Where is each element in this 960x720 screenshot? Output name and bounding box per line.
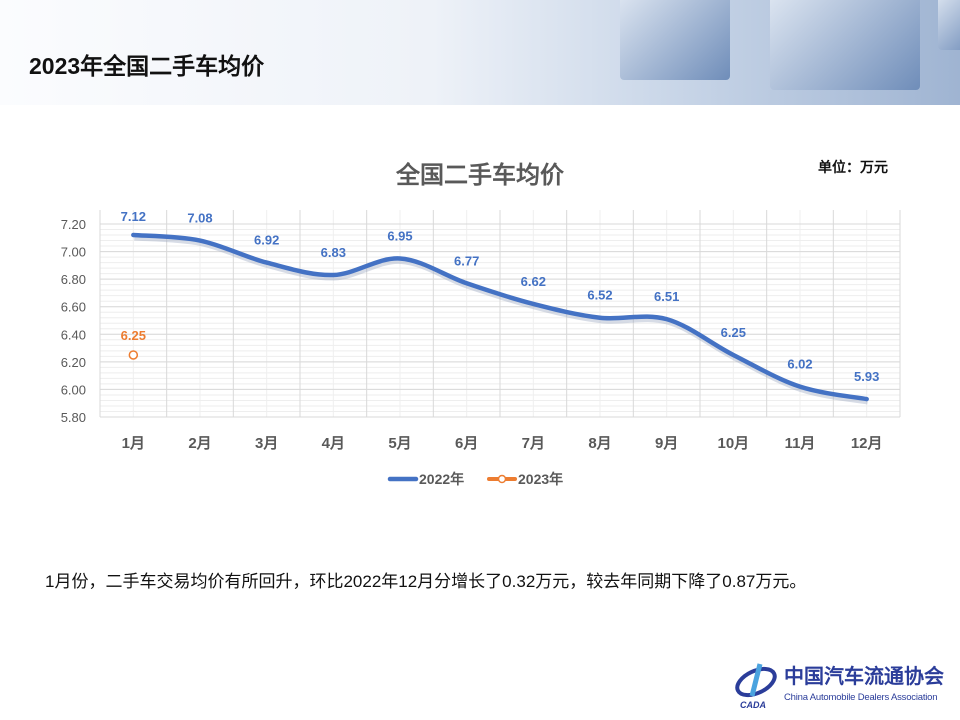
x-tick-label: 1月 (122, 435, 145, 452)
data-label-2022: 6.52 (587, 288, 612, 303)
chart-title: 全国二手车均价 (396, 162, 564, 189)
y-tick-label: 6.80 (61, 272, 86, 287)
y-tick-label: 7.20 (61, 217, 86, 232)
data-label-2022: 7.08 (187, 211, 212, 226)
x-tick-label: 5月 (388, 435, 411, 452)
y-tick-label: 6.20 (61, 355, 86, 370)
y-tick-label: 5.80 (61, 410, 86, 425)
decorative-cube (620, 0, 730, 80)
data-label-2022: 6.62 (521, 274, 546, 289)
x-tick-label: 3月 (255, 435, 278, 452)
unit-label: 单位：万元 (818, 159, 888, 175)
x-tick-label: 8月 (588, 435, 611, 452)
legend-label-2022: 2022年 (419, 471, 464, 487)
data-label-2022: 6.92 (254, 233, 279, 248)
data-point-2023 (128, 350, 139, 360)
logo-en: China Automobile Dealers Association (784, 692, 938, 703)
summary-text: 1月份，二手车交易均价有所回升，环比2022年12月分增长了0.32万元，较去年… (45, 572, 807, 591)
logo-cn: 中国汽车流通协会 (784, 664, 944, 688)
data-label-2022: 6.95 (387, 228, 412, 243)
y-tick-label: 7.00 (61, 245, 86, 260)
y-tick-label: 6.00 (61, 382, 86, 397)
page-title: 2023年全国二手车均价 (29, 53, 265, 79)
x-tick-label: 11月 (785, 435, 816, 452)
svg-text:CADA: CADA (740, 700, 766, 710)
series-line-2022 (131, 232, 869, 402)
y-tick-label: 6.60 (61, 300, 86, 315)
legend-marker-2023 (497, 474, 507, 484)
cada-logo-icon: CADA (735, 663, 777, 710)
x-tick-label: 2月 (188, 435, 211, 452)
x-tick-label: 6月 (455, 435, 478, 452)
data-label-2023: 6.25 (121, 328, 146, 343)
decorative-cube (938, 0, 960, 50)
logo: CADA 中国汽车流通协会 China Automobile Dealers A… (732, 660, 960, 716)
data-label-2022: 5.93 (854, 369, 879, 384)
data-label-2022: 7.12 (121, 209, 146, 224)
data-label-2022: 6.77 (454, 253, 479, 268)
legend-label-2023: 2023年 (518, 471, 563, 487)
x-tick-label: 12月 (851, 435, 883, 452)
x-tick-label: 7月 (522, 435, 545, 452)
data-label-2022: 6.25 (721, 325, 746, 340)
header-banner (0, 0, 960, 105)
decorative-cube (770, 0, 920, 90)
x-tick-label: 4月 (322, 435, 345, 452)
x-tick-label: 10月 (717, 435, 749, 452)
data-label-2022: 6.02 (787, 357, 812, 372)
y-tick-label: 6.40 (61, 327, 86, 342)
data-label-2022: 6.83 (321, 245, 346, 260)
data-label-2022: 6.51 (654, 289, 679, 304)
x-tick-label: 9月 (655, 435, 678, 452)
